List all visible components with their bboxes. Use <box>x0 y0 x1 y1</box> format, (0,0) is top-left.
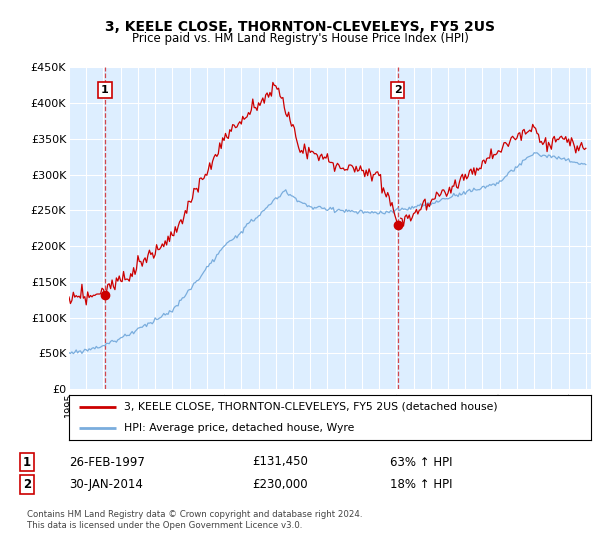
Text: 2: 2 <box>23 478 31 491</box>
Text: 1: 1 <box>101 85 109 95</box>
Text: HPI: Average price, detached house, Wyre: HPI: Average price, detached house, Wyre <box>124 422 354 432</box>
Text: 3, KEELE CLOSE, THORNTON-CLEVELEYS, FY5 2US (detached house): 3, KEELE CLOSE, THORNTON-CLEVELEYS, FY5 … <box>124 402 497 412</box>
Text: 3, KEELE CLOSE, THORNTON-CLEVELEYS, FY5 2US: 3, KEELE CLOSE, THORNTON-CLEVELEYS, FY5 … <box>105 20 495 34</box>
Text: Price paid vs. HM Land Registry's House Price Index (HPI): Price paid vs. HM Land Registry's House … <box>131 32 469 45</box>
Text: 1: 1 <box>23 455 31 469</box>
Text: £131,450: £131,450 <box>252 455 308 469</box>
Text: 18% ↑ HPI: 18% ↑ HPI <box>390 478 452 491</box>
Text: 63% ↑ HPI: 63% ↑ HPI <box>390 455 452 469</box>
Text: 26-FEB-1997: 26-FEB-1997 <box>69 455 145 469</box>
Text: 2: 2 <box>394 85 401 95</box>
Text: 30-JAN-2014: 30-JAN-2014 <box>69 478 143 491</box>
Text: Contains HM Land Registry data © Crown copyright and database right 2024.
This d: Contains HM Land Registry data © Crown c… <box>27 510 362 530</box>
Text: £230,000: £230,000 <box>252 478 308 491</box>
